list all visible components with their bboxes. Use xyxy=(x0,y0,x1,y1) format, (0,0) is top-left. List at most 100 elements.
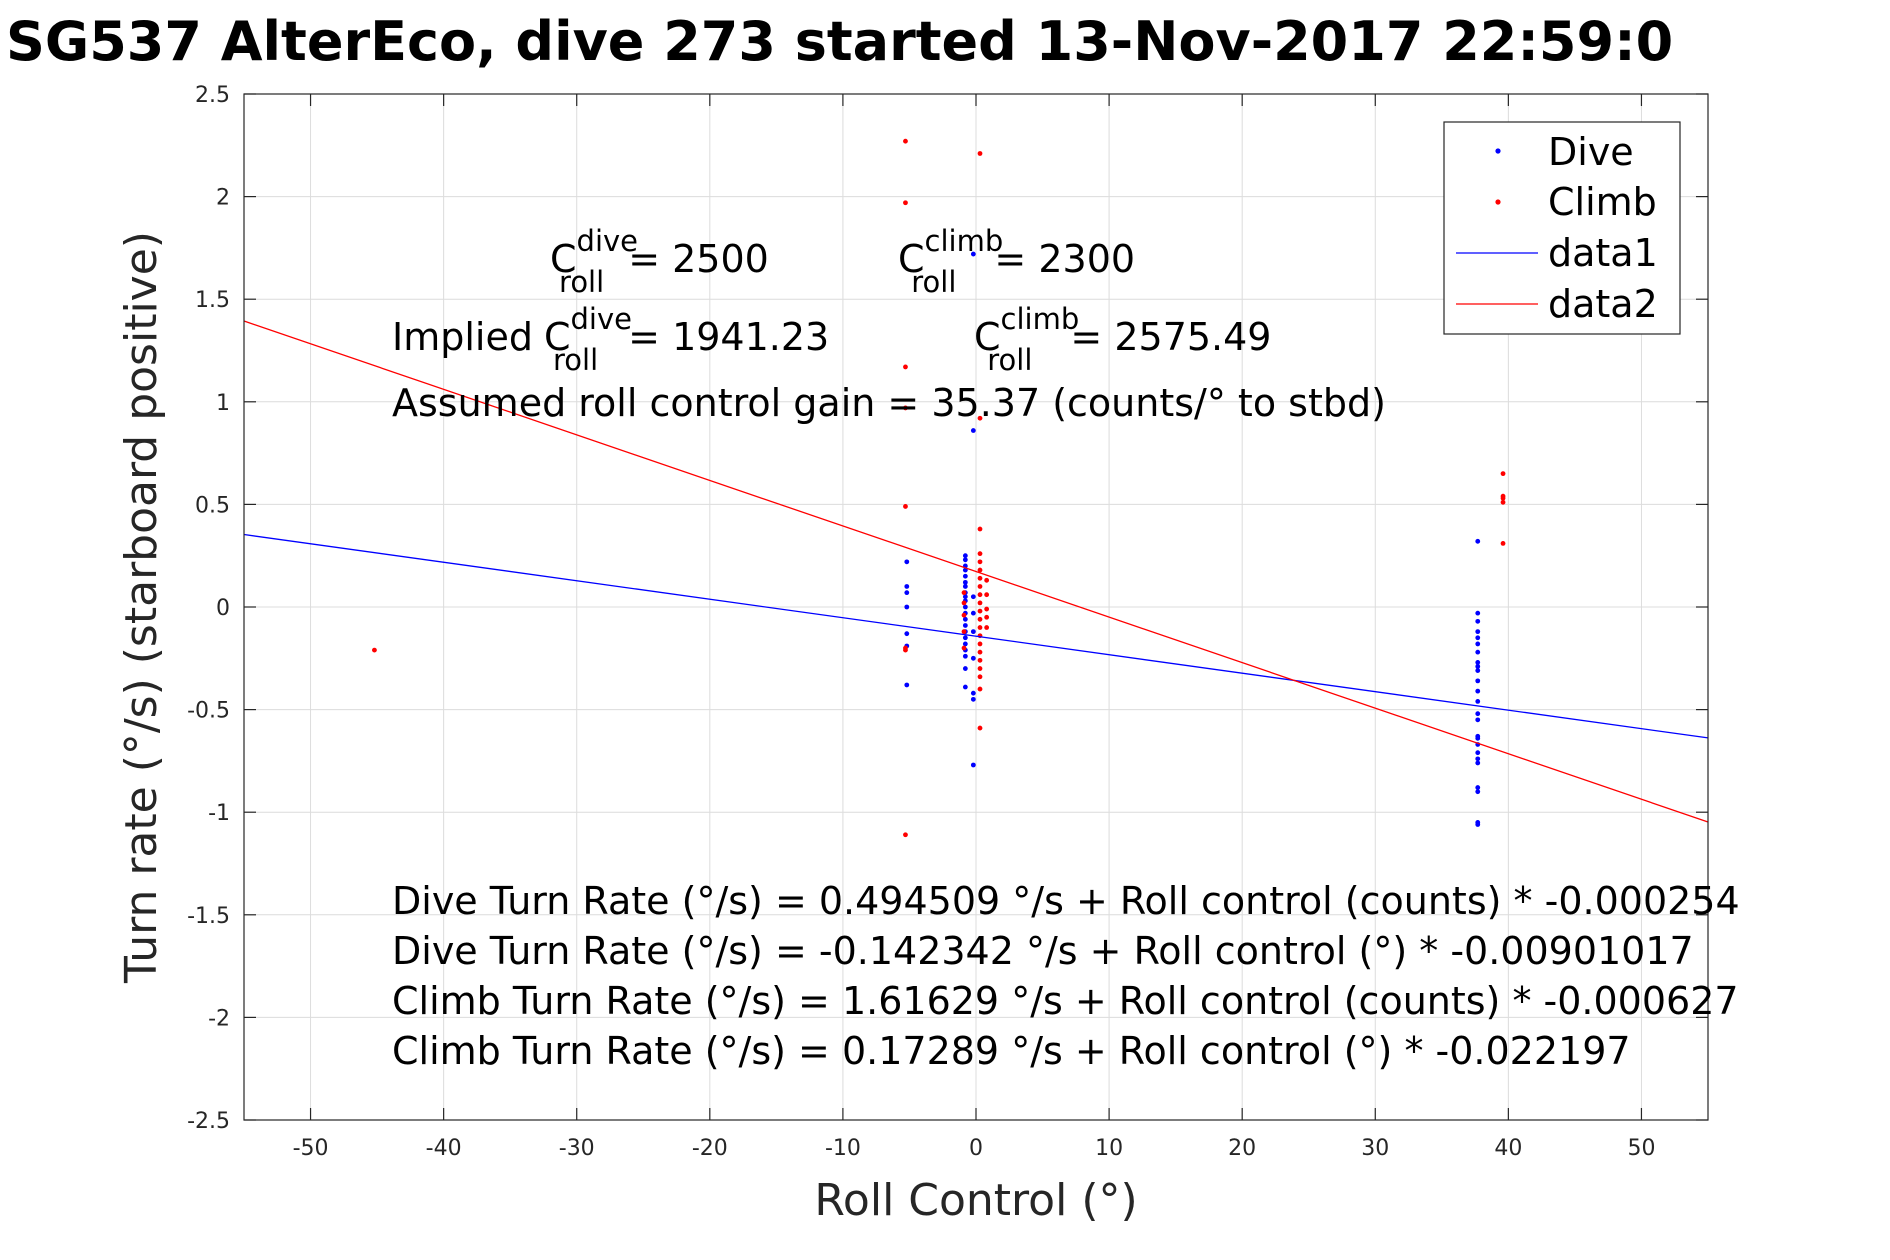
climb-point xyxy=(961,612,967,618)
dive-point xyxy=(1475,649,1481,655)
climb-point xyxy=(977,608,983,614)
c-roll-climb-label: Cclimb roll= 2300 xyxy=(898,224,1135,299)
dive-point xyxy=(1475,785,1481,790)
dive-point xyxy=(1475,735,1481,741)
c-roll-dive-label: Cdive roll= 2500 xyxy=(550,224,769,299)
climb-point xyxy=(977,575,983,581)
legend-climb-marker xyxy=(1495,199,1501,205)
dive-point xyxy=(970,696,976,702)
climb-point xyxy=(977,616,983,622)
y-tick-label: -2 xyxy=(208,1006,230,1031)
dive-point xyxy=(962,573,968,579)
climb-point xyxy=(977,559,983,565)
y-tick-label: 1.5 xyxy=(195,288,230,313)
dive-point xyxy=(962,584,968,589)
climb-point xyxy=(961,600,967,606)
dive-point xyxy=(904,631,910,637)
climb-point xyxy=(903,647,908,653)
chart-title: SG537 AlterEco, dive 273 started 13-Nov-… xyxy=(6,10,1673,73)
dive-point xyxy=(1475,641,1481,647)
legend-dive-marker xyxy=(1495,148,1501,154)
dive-point xyxy=(1475,660,1481,665)
dive-point xyxy=(904,604,910,610)
dive-point xyxy=(970,762,976,768)
dive-point xyxy=(970,594,976,600)
dive-point xyxy=(1475,688,1481,694)
climb-point xyxy=(977,625,983,630)
x-tick-label: -50 xyxy=(293,1136,329,1161)
dive-point xyxy=(1475,629,1481,635)
plot-frame xyxy=(243,93,1709,1121)
climb-point xyxy=(984,625,990,630)
data1-fit-line xyxy=(243,533,1709,739)
dive-point xyxy=(970,610,976,616)
plot-area xyxy=(243,138,1709,838)
climb-point xyxy=(961,629,967,635)
dive-point xyxy=(962,641,968,647)
dive-point xyxy=(962,666,968,671)
climb-point xyxy=(977,649,983,655)
climb-point xyxy=(1500,495,1506,501)
dive-point xyxy=(970,690,976,696)
dive-point xyxy=(1475,610,1481,616)
legend-box xyxy=(1443,121,1681,335)
y-tick-label: 2 xyxy=(216,186,230,211)
axis-ticks: -50 -40 -30 -20 -10 0 10 20 30 40 50-2.5-2-1.5-1-0… xyxy=(187,83,1708,1161)
implied-c-roll-dive-label: Implied Cdive roll= 1941.23 xyxy=(392,302,829,377)
climb-point xyxy=(977,592,983,598)
dive-point xyxy=(1475,698,1481,704)
x-tick-label: 0 xyxy=(969,1136,983,1161)
roll-gain-annotation: Assumed roll control gain = 35.37 (count… xyxy=(392,381,1386,425)
dive-point xyxy=(1475,664,1481,669)
data2-fit-line xyxy=(243,320,1709,823)
x-axis-label: Roll Control (°) xyxy=(814,1175,1137,1226)
climb-point xyxy=(977,641,983,647)
climb-point xyxy=(977,551,983,557)
climb-point xyxy=(977,666,983,671)
fit-line-1: Dive Turn Rate (°/s) = 0.494509 °/s + Ro… xyxy=(392,879,1740,923)
x-tick-label: 30 xyxy=(1361,1136,1389,1161)
climb-point xyxy=(977,526,983,532)
dive-point xyxy=(962,557,968,563)
x-tick-label: 50 xyxy=(1627,1136,1655,1161)
climb-point xyxy=(984,614,990,620)
x-tick-label: -30 xyxy=(559,1136,595,1161)
dive-point xyxy=(1475,750,1481,756)
climb-point xyxy=(977,657,983,663)
climb-point xyxy=(977,567,983,573)
climb-point xyxy=(977,686,983,692)
y-tick-label: 0.5 xyxy=(195,493,230,518)
implied-c-roll-climb-label: Cclimb roll= 2575.49 xyxy=(974,302,1271,377)
dive-point xyxy=(970,428,976,433)
dive-point xyxy=(962,604,968,610)
climb-point xyxy=(372,647,377,653)
climb-point xyxy=(961,645,967,651)
dive-point xyxy=(1475,711,1481,717)
legend: Dive Climb data1 data2 xyxy=(1443,121,1681,335)
legend-dive-label: Dive xyxy=(1548,130,1634,174)
dive-point xyxy=(970,251,976,257)
x-tick-label: 10 xyxy=(1095,1136,1123,1161)
dive-point xyxy=(962,684,968,690)
climb-point xyxy=(1500,499,1506,505)
dive-point xyxy=(1475,678,1481,684)
x-tick-label: -10 xyxy=(825,1136,861,1161)
annotations: Cdive roll= 2500 Cclimb roll= 2300 Implied… xyxy=(392,224,1740,1073)
dive-point xyxy=(970,655,976,661)
climb-point xyxy=(977,674,983,680)
dive-point xyxy=(1475,822,1481,827)
climb-point xyxy=(977,415,983,421)
climb-point xyxy=(977,600,983,606)
climb-point xyxy=(903,200,908,206)
legend-climb-label: Climb xyxy=(1548,180,1657,224)
dive-point xyxy=(1475,760,1481,766)
fit-line-2: Dive Turn Rate (°/s) = -0.142342 °/s + R… xyxy=(392,929,1694,973)
climb-point xyxy=(977,725,983,731)
y-tick-label: 0 xyxy=(216,596,230,621)
legend-data2-label: data2 xyxy=(1548,282,1658,326)
climb-point xyxy=(1500,471,1506,477)
dive-point xyxy=(962,594,968,600)
climb-point xyxy=(1500,540,1506,546)
dive-point xyxy=(1475,618,1481,624)
